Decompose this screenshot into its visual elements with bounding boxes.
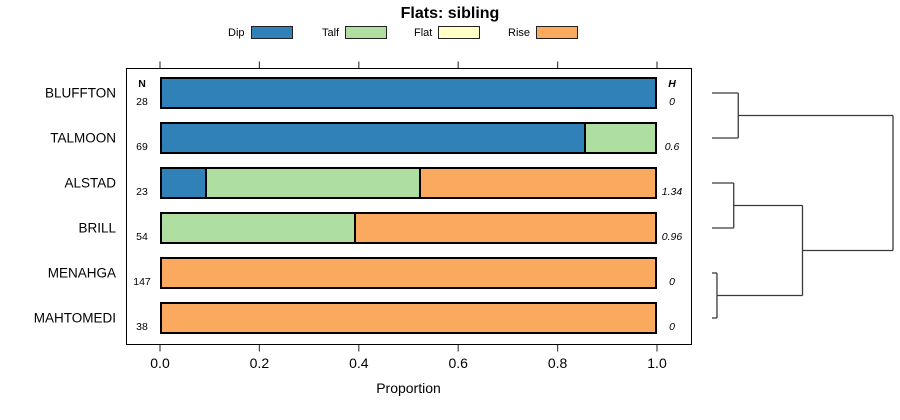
legend-swatch [250, 26, 293, 39]
bar-segment-rise [419, 169, 655, 197]
stacked-bar-alstad [160, 167, 657, 199]
bar-segment-talf [162, 214, 354, 242]
h-value: 0.6 [664, 141, 680, 153]
stacked-bar-mahtomedi [160, 302, 657, 334]
x-tick-label: 1.0 [647, 355, 667, 371]
legend-label: Flat [414, 26, 433, 39]
legend: Dip Talf Flat Rise [0, 26, 900, 44]
bar-segment-rise [162, 304, 655, 332]
x-tick-label: 0.2 [249, 355, 270, 371]
legend-swatch [536, 26, 579, 39]
row-label-alstad: ALSTAD [64, 175, 116, 191]
n-value: 38 [136, 321, 148, 333]
n-value: 28 [136, 96, 148, 108]
h-value: 0 [669, 276, 675, 288]
row-label-menahga: MENAHGA [47, 265, 116, 281]
legend-item-flat: Flat [414, 26, 481, 39]
bar-segment-dip [162, 79, 655, 107]
chart-title: Flats: sibling [400, 5, 500, 22]
bar-segment-dip [162, 124, 584, 152]
legend-item-dip: Dip [228, 26, 293, 39]
bar-segment-rise [353, 214, 655, 242]
legend-swatch [345, 26, 388, 39]
plot-area-frame [126, 68, 692, 345]
n-value: 54 [136, 231, 148, 243]
h-value: 0 [669, 321, 675, 333]
x-tick-label: 0.4 [349, 355, 369, 371]
row-label-talmoon: TALMOON [50, 130, 116, 146]
bar-segment-rise [162, 259, 655, 287]
row-label-mahtomedi: MAHTOMEDI [33, 310, 116, 326]
n-value: 23 [136, 186, 148, 198]
legend-item-talf: Talf [322, 26, 388, 39]
legend-label: Rise [508, 26, 531, 39]
x-tick-label: 0.8 [547, 355, 568, 371]
stacked-bar-brill [160, 212, 657, 244]
row-label-bluffton: BLUFFTON [44, 85, 116, 101]
legend-item-rise: Rise [508, 26, 579, 39]
n-value: 147 [133, 276, 151, 288]
x-axis-title: Proportion [376, 380, 441, 396]
legend-label: Talf [322, 26, 340, 39]
x-tick-label: 0.0 [150, 355, 170, 371]
legend-swatch [438, 26, 481, 39]
row-label-brill: BRILL [78, 220, 116, 236]
h-column-header: H [668, 78, 676, 90]
bar-segment-talf [204, 169, 420, 197]
n-column-header: N [138, 78, 146, 90]
x-tick-label: 0.6 [448, 355, 468, 371]
stacked-bar-bluffton [160, 77, 657, 109]
legend-label: Dip [228, 26, 245, 39]
h-value: 1.34 [661, 186, 683, 198]
bar-segment-talf [583, 124, 655, 152]
h-value: 0.96 [661, 231, 683, 243]
stacked-bar-talmoon [160, 122, 657, 154]
bar-segment-dip [162, 169, 205, 197]
n-value: 69 [136, 141, 148, 153]
h-value: 0 [669, 96, 675, 108]
stacked-bar-menahga [160, 257, 657, 289]
